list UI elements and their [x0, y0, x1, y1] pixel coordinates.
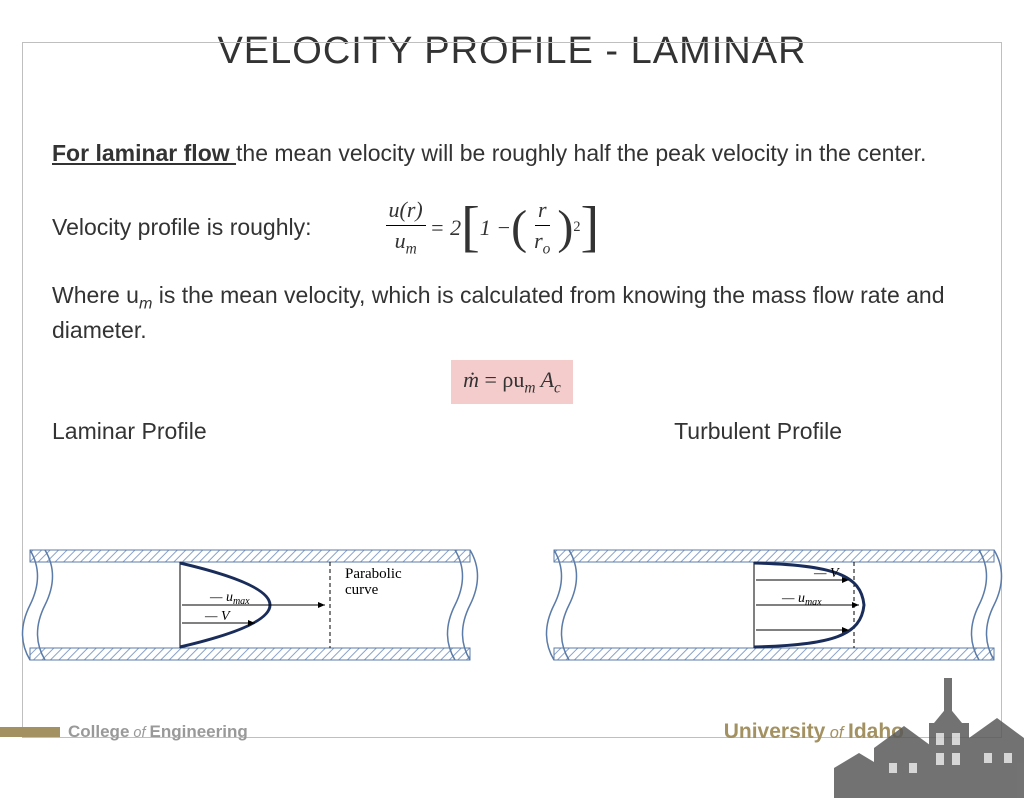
laminar-profile-label: Laminar Profile: [52, 416, 207, 447]
ur-numerator: u(r): [386, 195, 426, 226]
diagrams-row: — umax — V Parabolic curve — V — umax: [10, 530, 1014, 680]
profile-label: Velocity profile is roughly:: [52, 212, 312, 243]
svg-text:— umax: — umax: [781, 591, 822, 608]
um-denominator: um: [392, 226, 420, 260]
laminar-pipe-diagram: — umax — V Parabolic curve: [10, 530, 490, 680]
frac-r-ro: r ro: [531, 195, 553, 260]
bracket-right: ]: [581, 202, 600, 252]
svg-text:Parabolic: Parabolic: [345, 566, 402, 582]
svg-text:— V: — V: [204, 609, 231, 624]
equation-2: ṁ = ρum Ac: [451, 360, 573, 404]
eq-eq2: = 2: [430, 213, 461, 243]
where-text: Where um is the mean velocity, which is …: [52, 280, 972, 346]
equation-1: u(r) um = 2 [ 1 − ( r ro ) 2 ]: [382, 195, 600, 260]
bracket-left: [: [461, 202, 480, 252]
paren-left: (: [511, 206, 527, 249]
profile-labels-row: Laminar Profile Turbulent Profile: [52, 416, 972, 447]
svg-text:— umax: — umax: [209, 590, 250, 607]
building-silhouette-icon: [834, 668, 1024, 798]
one-minus: 1 −: [480, 213, 511, 243]
r-num: r: [535, 195, 550, 226]
college-text: College of Engineering: [68, 722, 248, 742]
turbulent-pipe-diagram: — V — umax: [534, 530, 1014, 680]
svg-text:curve: curve: [345, 582, 379, 598]
equation-2-wrap: ṁ = ρum Ac: [52, 360, 972, 404]
intro-text: For laminar flow the mean velocity will …: [52, 138, 972, 169]
content-area: For laminar flow the mean velocity will …: [52, 138, 972, 448]
gold-bar-icon: [0, 727, 60, 737]
svg-text:— V: — V: [813, 566, 840, 581]
intro-rest: the mean velocity will be roughly half t…: [236, 140, 926, 166]
college-of-engineering: College of Engineering: [0, 722, 248, 742]
paren-right: ): [557, 206, 573, 249]
intro-bold: For laminar flow: [52, 140, 236, 166]
equation-1-row: Velocity profile is roughly: u(r) um = 2…: [52, 195, 972, 260]
frac-ur-um: u(r) um: [386, 195, 426, 260]
squared: 2: [573, 218, 580, 237]
ro-den: ro: [531, 226, 553, 260]
turbulent-profile-label: Turbulent Profile: [674, 416, 842, 447]
